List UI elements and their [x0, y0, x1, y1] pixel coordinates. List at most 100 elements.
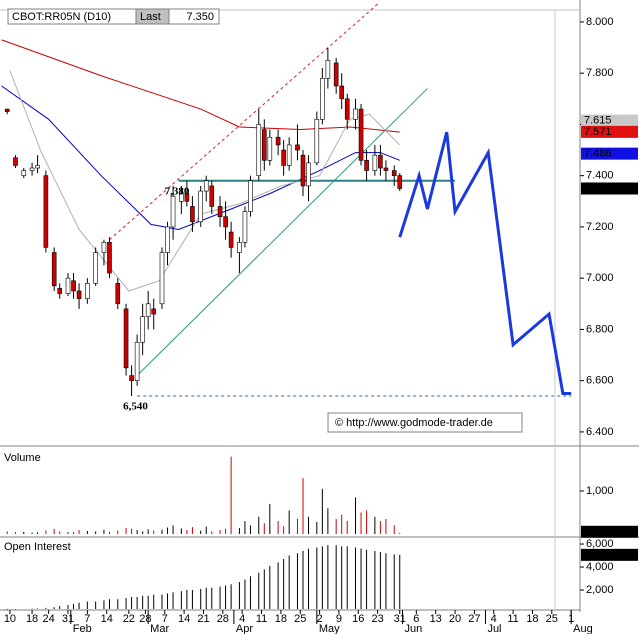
x-tick-label: 6 — [413, 613, 419, 625]
candle-body — [391, 170, 397, 176]
y-tick-label: 8.000 — [586, 16, 614, 28]
candle-body — [107, 241, 112, 274]
month-label: Feb — [73, 623, 92, 634]
copyright-box — [327, 412, 523, 433]
volume-marker — [581, 525, 638, 538]
y-tick-label: 6,000 — [586, 538, 614, 550]
candle-body — [179, 193, 184, 202]
x-tick-label: 2 — [317, 613, 323, 625]
price-marker — [581, 114, 638, 127]
last-value: 7.350 — [186, 11, 214, 23]
y-tick-label: 2,000 — [586, 584, 614, 596]
candle-body — [261, 129, 267, 161]
candle-body — [397, 175, 403, 189]
candle-body — [4, 108, 10, 112]
volume-plot — [6, 456, 401, 534]
y-tick-label: 6.400 — [586, 426, 614, 438]
x-tick-label: 25 — [294, 613, 306, 625]
candle-body — [129, 375, 134, 381]
month-label: Aug — [573, 623, 593, 634]
x-tick-label: 13 — [430, 613, 442, 625]
candle-body — [344, 98, 350, 120]
y-tick-label: 6.800 — [586, 323, 614, 335]
candle-body — [242, 211, 248, 243]
x-tick-label: 7 — [84, 613, 90, 625]
candle-body — [228, 231, 234, 248]
candle-body — [364, 160, 369, 171]
candle-body — [165, 226, 170, 253]
price-marker-label: 7.350 — [584, 182, 612, 194]
symbol: CBOT:RR05N (D10) — [12, 11, 111, 23]
y-tick-label: 4,000 — [586, 561, 614, 573]
candle-body — [358, 108, 364, 161]
candle-body — [85, 282, 90, 299]
x-tick-label: 18 — [26, 613, 38, 625]
volume-title: Volume — [4, 452, 41, 464]
candle-body — [295, 144, 300, 151]
candle-body — [203, 180, 209, 192]
price-marker-label: 7.486 — [584, 148, 612, 160]
candle-body — [275, 136, 281, 146]
candle-body — [314, 119, 320, 164]
candle-body — [159, 252, 165, 305]
candle-body — [51, 252, 57, 287]
candle-body — [223, 216, 228, 228]
candle-body — [145, 303, 151, 317]
oi-marker-label: 5,059 — [584, 549, 612, 561]
candle-body — [190, 206, 195, 223]
candle-body — [209, 185, 215, 207]
candle-body — [320, 78, 325, 120]
x-tick-label: 16 — [352, 613, 364, 625]
price-marker-label: 7.615 — [584, 114, 612, 126]
price-marker — [581, 125, 638, 138]
x-tick-label: 27 — [468, 613, 480, 625]
candle-body — [170, 195, 176, 228]
x-tick-label: 18 — [275, 613, 287, 625]
price-marker — [581, 182, 638, 195]
x-tick-label: 21 — [197, 613, 209, 625]
volume-marker-label: 28 — [584, 526, 596, 538]
x-tick-label: 11 — [507, 613, 518, 625]
price-plot — [1, 4, 572, 397]
candle-body — [372, 154, 378, 171]
candle-body — [353, 108, 358, 120]
x-tick-label: 4 — [239, 613, 245, 625]
line — [1, 85, 400, 231]
candle-body — [65, 277, 71, 294]
candle-body — [325, 60, 331, 79]
candle-body — [237, 241, 242, 253]
candle-body — [286, 144, 292, 166]
copyright: © http://www.godmode-trader.de — [335, 417, 493, 429]
last-value-box — [168, 8, 220, 25]
x-tick-label: 10 — [4, 613, 16, 625]
candle-body — [101, 241, 107, 253]
line — [136, 88, 428, 376]
candle-body — [140, 316, 145, 343]
price-marker — [581, 147, 638, 160]
header: CBOT:RR05N (D10) Last 7.350 — [7, 8, 220, 25]
month-label: Mar — [150, 623, 169, 634]
candle-body — [13, 157, 18, 166]
candle-body — [184, 193, 190, 202]
month-label: Jun — [405, 623, 423, 634]
oi-title: Open Interest — [4, 541, 71, 553]
candle-body — [35, 165, 40, 169]
candle-body — [217, 206, 223, 217]
x-tick-label: 14 — [178, 613, 190, 625]
candle-body — [306, 162, 311, 187]
candle-body — [71, 280, 76, 292]
x-tick-label: 25 — [546, 613, 558, 625]
candle-body — [21, 170, 27, 176]
y-tick-label: 7.200 — [586, 221, 614, 233]
x-tick-label: 14 — [101, 613, 113, 625]
x-tick-label: 28 — [217, 613, 229, 625]
y-tick-label: 1,000 — [586, 485, 614, 497]
x-tick-label: 9 — [336, 613, 342, 625]
x-tick-label: 24 — [43, 613, 55, 625]
candle-body — [378, 154, 383, 169]
last-caption: Last — [140, 11, 161, 23]
candle-body — [333, 62, 339, 87]
x-tick-label: 23 — [372, 613, 384, 625]
x-tick-label: 11 — [256, 613, 267, 625]
